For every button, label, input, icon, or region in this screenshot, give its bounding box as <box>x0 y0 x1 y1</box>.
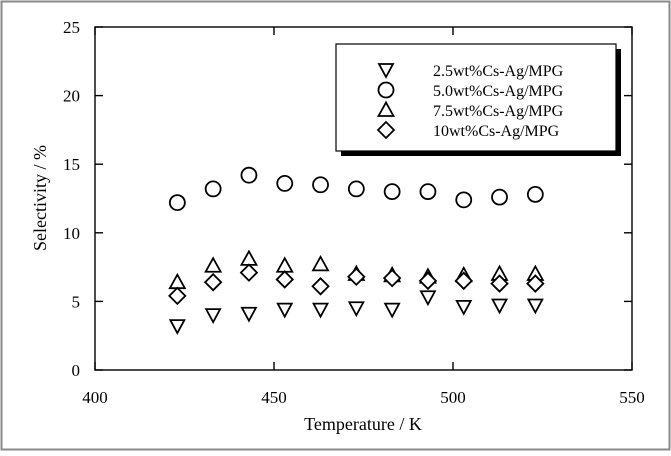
plot-frame <box>94 26 633 371</box>
legend-marker-triangle-up <box>376 100 396 117</box>
data-point-diamond <box>526 274 545 293</box>
y-tick-label: 10 <box>63 224 80 243</box>
y-tick-label: 15 <box>63 155 80 174</box>
data-point-triangle-up <box>168 272 187 290</box>
data-point-diamond <box>168 286 187 306</box>
data-point-circle <box>383 183 401 201</box>
data-point-circle <box>526 185 544 203</box>
x-tick-label: 550 <box>619 388 645 407</box>
axis-ticks <box>94 26 633 371</box>
y-tick-label: 5 <box>72 292 81 311</box>
x-tick-label: 450 <box>261 388 287 407</box>
data-point-triangle-down <box>526 298 544 315</box>
data-point-diamond <box>454 271 474 291</box>
data-point-triangle-down <box>383 302 401 319</box>
data-point-diamond <box>275 270 295 289</box>
data-point-circle <box>276 175 294 192</box>
data-point-diamond <box>203 272 223 292</box>
data-points <box>168 166 545 335</box>
legend-marker-diamond <box>376 120 396 140</box>
legend-marker-circle <box>377 81 395 99</box>
y-tick-label: 25 <box>63 18 80 37</box>
data-point-diamond <box>239 263 259 282</box>
legend-label: 5.0wt%Cs-Ag/MPG <box>433 83 564 100</box>
data-point-circle <box>419 183 437 201</box>
data-point-circle <box>455 191 473 209</box>
series-2 <box>168 166 544 212</box>
data-point-circle <box>204 180 222 198</box>
data-point-diamond <box>490 274 509 293</box>
legend-label: 7.5wt%Cs-Ag/MPG <box>433 103 564 120</box>
data-point-triangle-down <box>455 299 473 316</box>
data-point-triangle-up <box>275 256 294 273</box>
legend-label: 10wt%Cs-Ag/MPG <box>433 123 560 140</box>
x-tick-labels: 400 450 500 550 <box>82 388 645 407</box>
data-point-triangle-up <box>311 255 330 272</box>
data-point-triangle-down <box>347 301 365 318</box>
data-point-triangle-down <box>276 302 294 319</box>
series-4 <box>168 263 545 306</box>
y-axis-label: Selectivity / % <box>30 145 50 251</box>
x-tick-label: 400 <box>82 388 108 407</box>
y-tick-label: 20 <box>63 87 80 106</box>
data-point-triangle-up <box>239 249 258 266</box>
x-tick-label: 500 <box>440 388 466 407</box>
data-point-diamond <box>382 268 402 288</box>
x-axis-label: Temperature / K <box>304 414 422 434</box>
data-point-circle <box>347 180 365 198</box>
data-point-circle <box>312 176 329 194</box>
data-point-diamond <box>347 267 366 286</box>
legend-label: 2.5wt%Cs-Ag/MPG <box>433 63 564 80</box>
data-point-circle <box>491 188 508 206</box>
data-point-triangle-down <box>491 298 509 315</box>
y-tick-labels: 0 5 10 15 20 25 <box>63 18 80 380</box>
series-1 <box>168 290 544 335</box>
y-tick-label: 0 <box>72 361 81 380</box>
data-point-triangle-down <box>168 319 186 335</box>
data-point-circle <box>168 194 186 212</box>
data-point-triangle-down <box>204 308 222 325</box>
data-point-triangle-down <box>419 290 437 307</box>
data-point-diamond <box>418 271 438 291</box>
data-point-circle <box>240 166 258 184</box>
data-point-triangle-up <box>204 256 223 273</box>
legend: 2.5wt%Cs-Ag/MPG 5.0wt%Cs-Ag/MPG 7.5wt%Cs-A… <box>335 43 621 156</box>
data-point-triangle-down <box>240 306 258 323</box>
data-point-triangle-down <box>312 302 330 319</box>
legend-items: 2.5wt%Cs-Ag/MPG 5.0wt%Cs-Ag/MPG 7.5wt%Cs-A… <box>376 63 564 140</box>
legend-marker-triangle-down <box>377 63 395 79</box>
data-point-diamond <box>311 277 330 296</box>
